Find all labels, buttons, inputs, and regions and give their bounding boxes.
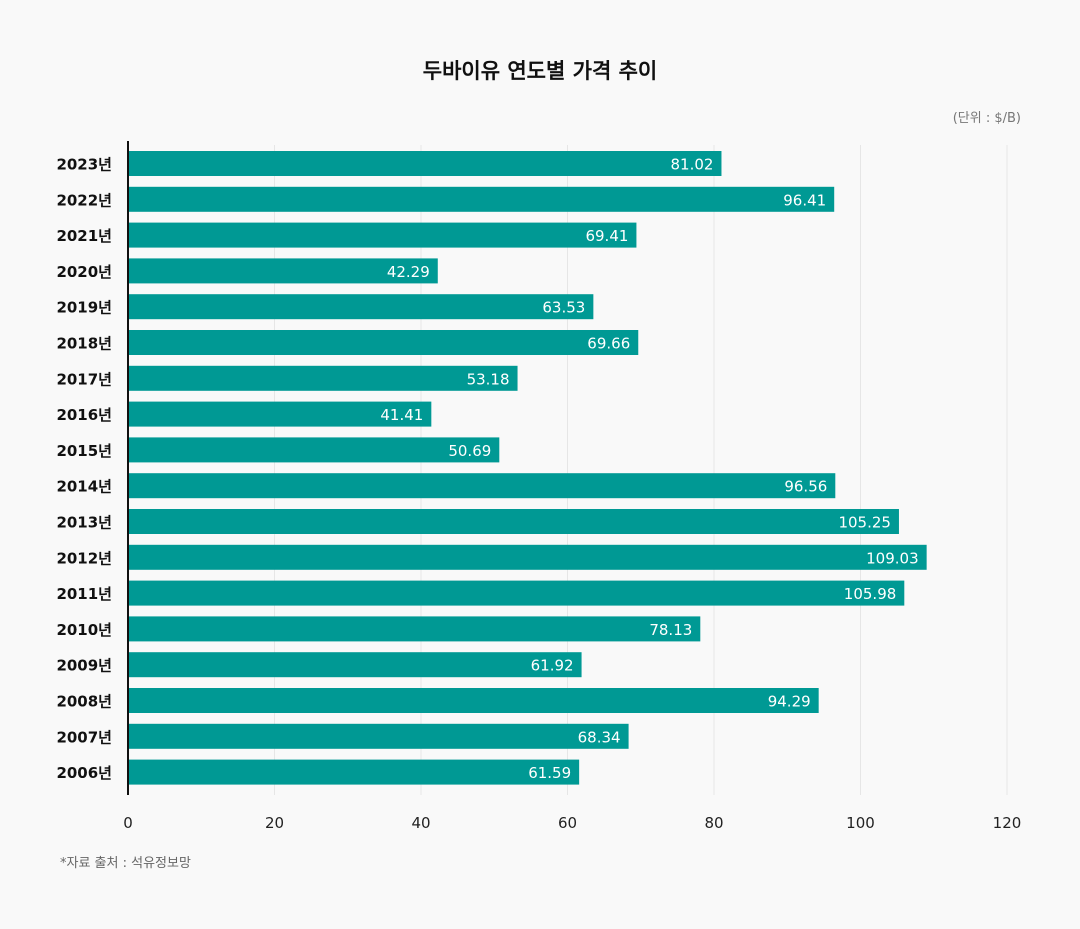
category-label: 2021년 xyxy=(56,227,112,245)
category-label: 2022년 xyxy=(56,191,112,209)
source-note: *자료 출처 : 석유정보망 xyxy=(60,856,191,871)
bar xyxy=(128,688,819,713)
x-axis-ticks: 0 20 40 60 80 100 120 xyxy=(123,814,1021,832)
category-label: 2019년 xyxy=(56,299,112,317)
bar-value-label: 81.02 xyxy=(671,156,714,174)
bar-value-label: 105.98 xyxy=(844,585,897,603)
category-label: 2007년 xyxy=(56,728,112,746)
category-label: 2013년 xyxy=(56,514,112,532)
gridlines xyxy=(274,145,1008,795)
bar-value-label: 96.56 xyxy=(784,478,827,496)
category-label: 2014년 xyxy=(56,478,112,496)
bar xyxy=(128,616,701,642)
bar-value-label: 68.34 xyxy=(578,728,621,746)
category-label: 2023년 xyxy=(56,156,112,174)
category-label: 2016년 xyxy=(56,406,112,424)
x-tick-label: 100 xyxy=(846,814,875,832)
bar-value-label: 50.69 xyxy=(448,442,491,460)
category-label: 2018년 xyxy=(56,335,112,353)
bar xyxy=(128,509,899,534)
bar-value-label: 94.29 xyxy=(768,693,811,711)
bar xyxy=(128,401,432,427)
bar-value-label: 61.59 xyxy=(528,764,571,782)
bar-value-label: 61.92 xyxy=(531,657,574,675)
bar xyxy=(128,151,722,176)
bar xyxy=(128,330,639,355)
x-tick-label: 0 xyxy=(123,814,133,832)
bar xyxy=(128,258,438,284)
category-label: 2009년 xyxy=(56,657,112,675)
bar-value-label: 53.18 xyxy=(467,370,510,388)
bar-value-label: 69.41 xyxy=(585,227,628,245)
chart-title: 두바이유 연도별 가격 추이 xyxy=(423,59,657,83)
bar xyxy=(128,652,582,678)
bar-value-label: 109.03 xyxy=(866,549,919,567)
bar xyxy=(128,723,629,749)
category-label: 2011년 xyxy=(56,585,112,603)
category-labels: 2023년 2022년 2021년 2020년 2019년 2018년 2017년 2016년… xyxy=(56,156,112,783)
unit-label: (단위 : $/B) xyxy=(953,111,1021,126)
bar xyxy=(128,580,905,606)
category-label: 2020년 xyxy=(56,263,112,281)
bar xyxy=(128,294,594,320)
bar-value-label: 105.25 xyxy=(838,514,891,532)
bar-value-label: 78.13 xyxy=(649,621,692,639)
x-tick-label: 120 xyxy=(993,814,1022,832)
bar xyxy=(128,759,580,785)
category-label: 2010년 xyxy=(56,621,112,639)
bar-value-label: 69.66 xyxy=(587,335,630,353)
bar-value-label: 63.53 xyxy=(542,299,585,317)
category-label: 2012년 xyxy=(56,549,112,567)
x-tick-label: 60 xyxy=(558,814,577,832)
x-tick-label: 40 xyxy=(411,814,430,832)
bar xyxy=(128,437,500,463)
bar-value-label: 96.41 xyxy=(783,191,826,209)
bar xyxy=(128,186,835,212)
x-tick-label: 80 xyxy=(704,814,723,832)
bar xyxy=(128,544,927,570)
category-label: 2006년 xyxy=(56,764,112,782)
bar-value-label: 41.41 xyxy=(380,406,423,424)
category-label: 2017년 xyxy=(56,370,112,388)
bar xyxy=(128,222,637,248)
x-tick-label: 20 xyxy=(265,814,284,832)
category-label: 2015년 xyxy=(56,442,112,460)
bar xyxy=(128,473,836,499)
category-label: 2008년 xyxy=(56,693,112,711)
bar xyxy=(128,365,518,391)
bar-value-label: 42.29 xyxy=(387,263,430,281)
